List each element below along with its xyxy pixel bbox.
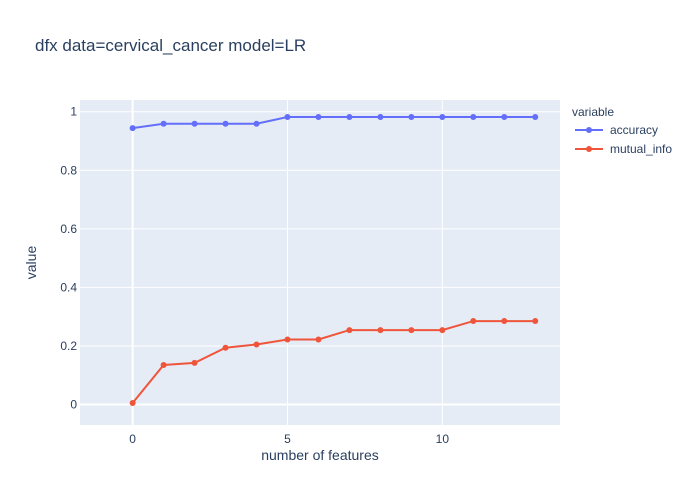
series-mutual_info <box>129 318 539 407</box>
data-point[interactable] <box>408 113 415 120</box>
grid-lines <box>80 100 560 425</box>
data-point[interactable] <box>377 327 384 334</box>
legend-marker <box>586 127 592 133</box>
y-tick-label: 0.6 <box>60 222 77 236</box>
y-tick-label: 0 <box>70 398 77 412</box>
data-point[interactable] <box>222 344 229 351</box>
data-point[interactable] <box>501 318 508 325</box>
legend-marker <box>586 146 592 152</box>
legend[interactable]: variable accuracy mutual_info <box>572 105 672 156</box>
data-point[interactable] <box>439 327 446 334</box>
y-tick-label: 0.8 <box>60 163 77 177</box>
x-tick-label: 0 <box>129 432 136 446</box>
data-point[interactable] <box>191 359 198 366</box>
legend-label: mutual_info <box>610 142 672 156</box>
chart-title: dfx data=cervical_cancer model=LR <box>35 36 306 55</box>
y-tick-label: 1 <box>70 105 77 119</box>
x-tick-label: 10 <box>436 432 450 446</box>
data-point[interactable] <box>501 113 508 120</box>
series-line <box>132 116 536 130</box>
data-point[interactable] <box>222 120 229 127</box>
data-point[interactable] <box>315 336 322 343</box>
data-point[interactable] <box>532 318 539 325</box>
axis-ticks: 00.20.40.60.810 5 10 <box>60 105 449 446</box>
data-point[interactable] <box>408 327 415 334</box>
data-point[interactable] <box>346 327 353 334</box>
y-tick-label: 0.2 <box>60 339 77 353</box>
legend-item-accuracy[interactable]: accuracy <box>575 123 658 137</box>
data-point[interactable] <box>160 361 167 368</box>
data-point[interactable] <box>470 318 477 325</box>
data-point[interactable] <box>532 113 539 120</box>
series-layer <box>129 113 539 407</box>
data-point[interactable] <box>284 113 291 120</box>
data-point[interactable] <box>129 400 136 407</box>
data-point[interactable] <box>160 120 167 127</box>
legend-title: variable <box>572 105 614 119</box>
y-tick-label: 0.4 <box>60 280 77 294</box>
data-point[interactable] <box>253 120 260 127</box>
data-point[interactable] <box>191 120 198 127</box>
data-point[interactable] <box>129 125 136 132</box>
y-axis-title: value <box>23 246 39 280</box>
data-point[interactable] <box>253 341 260 348</box>
data-point[interactable] <box>439 113 446 120</box>
series-accuracy <box>129 113 539 132</box>
plot-area <box>80 100 560 425</box>
legend-label: accuracy <box>610 123 658 137</box>
x-axis-title: number of features <box>261 447 379 463</box>
series-line <box>131 320 536 404</box>
x-tick-label: 5 <box>284 432 291 446</box>
data-point[interactable] <box>470 113 477 120</box>
data-point[interactable] <box>346 113 353 120</box>
data-point[interactable] <box>284 336 291 343</box>
data-point[interactable] <box>377 113 384 120</box>
data-point[interactable] <box>315 113 322 120</box>
legend-item-mutual_info[interactable]: mutual_info <box>575 142 672 156</box>
